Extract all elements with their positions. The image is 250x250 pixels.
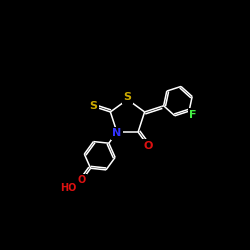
Text: O: O [78,176,86,186]
Text: F: F [189,110,196,120]
Text: S: S [124,92,132,102]
Text: N: N [112,128,122,138]
Text: S: S [89,102,97,112]
Text: HO: HO [60,182,76,192]
Text: O: O [144,141,153,151]
